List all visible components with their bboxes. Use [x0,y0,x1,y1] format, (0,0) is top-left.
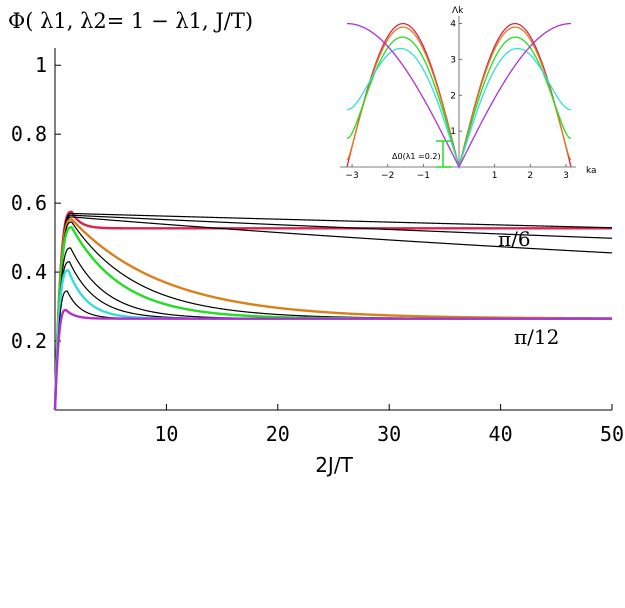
main-y-tick-label: 0.2 [11,329,47,353]
inset-x-tick-label: 1 [492,171,498,181]
inset-x-label: ka [586,166,597,176]
gap-marker [436,140,452,168]
inset-y-tick-label: 2 [450,91,456,101]
inset-x-tick-label: 2 [527,171,533,181]
gap-annotation: Δ0(λ1 =0.2) [392,152,441,161]
main-x-tick-label: 50 [600,422,624,446]
main-series-line [54,212,613,411]
main-title: Φ( λ1, λ2= 1 − λ1, J/T) [8,9,253,33]
inset-x-tick-label: −3 [345,171,358,181]
inset-y-tick-label: 3 [450,55,456,65]
inset-ticks: −3 −2 −1 1 2 3 1 2 3 4 [345,20,568,181]
inset-x-tick-label: 3 [563,171,569,181]
main-curves [53,210,613,411]
main-y-tick-label: 1 [35,53,47,77]
main-ticks: 10 20 30 40 50 0.2 0.4 0.6 0.8 1 [11,53,624,446]
main-x-label: 2J/T [315,453,353,477]
main-series-line [54,214,613,411]
main-x-tick-label: 20 [266,422,290,446]
main-series-line [54,216,613,411]
main-y-tick-label: 0.6 [11,191,47,215]
main-series-line [53,210,613,411]
main-x-tick-label: 30 [377,422,401,446]
inset-series-line [347,22,571,169]
inset-y-tick-label: 1 [450,127,456,137]
annotation-pi-12: π/12 [514,325,559,349]
inset-x-tick-label: −1 [417,171,430,181]
inset-axes [340,16,576,168]
main-axes [54,48,612,411]
main-series-line [53,308,613,411]
annotation-pi-6: π/6 [498,227,531,251]
inset-curves [346,22,572,170]
main-x-tick-label: 10 [154,422,178,446]
main-y-tick-label: 0.8 [11,122,47,146]
main-y-tick-label: 0.4 [11,260,47,284]
main-x-tick-label: 40 [489,422,513,446]
inset-y-label: Λk [452,6,464,16]
inset-chart: −3 −2 −1 1 2 3 1 2 3 4 Λk ka Δ0(λ1 =0.2) [340,6,597,181]
inset-y-tick-label: 4 [450,20,456,30]
inset-x-tick-label: −2 [381,171,394,181]
